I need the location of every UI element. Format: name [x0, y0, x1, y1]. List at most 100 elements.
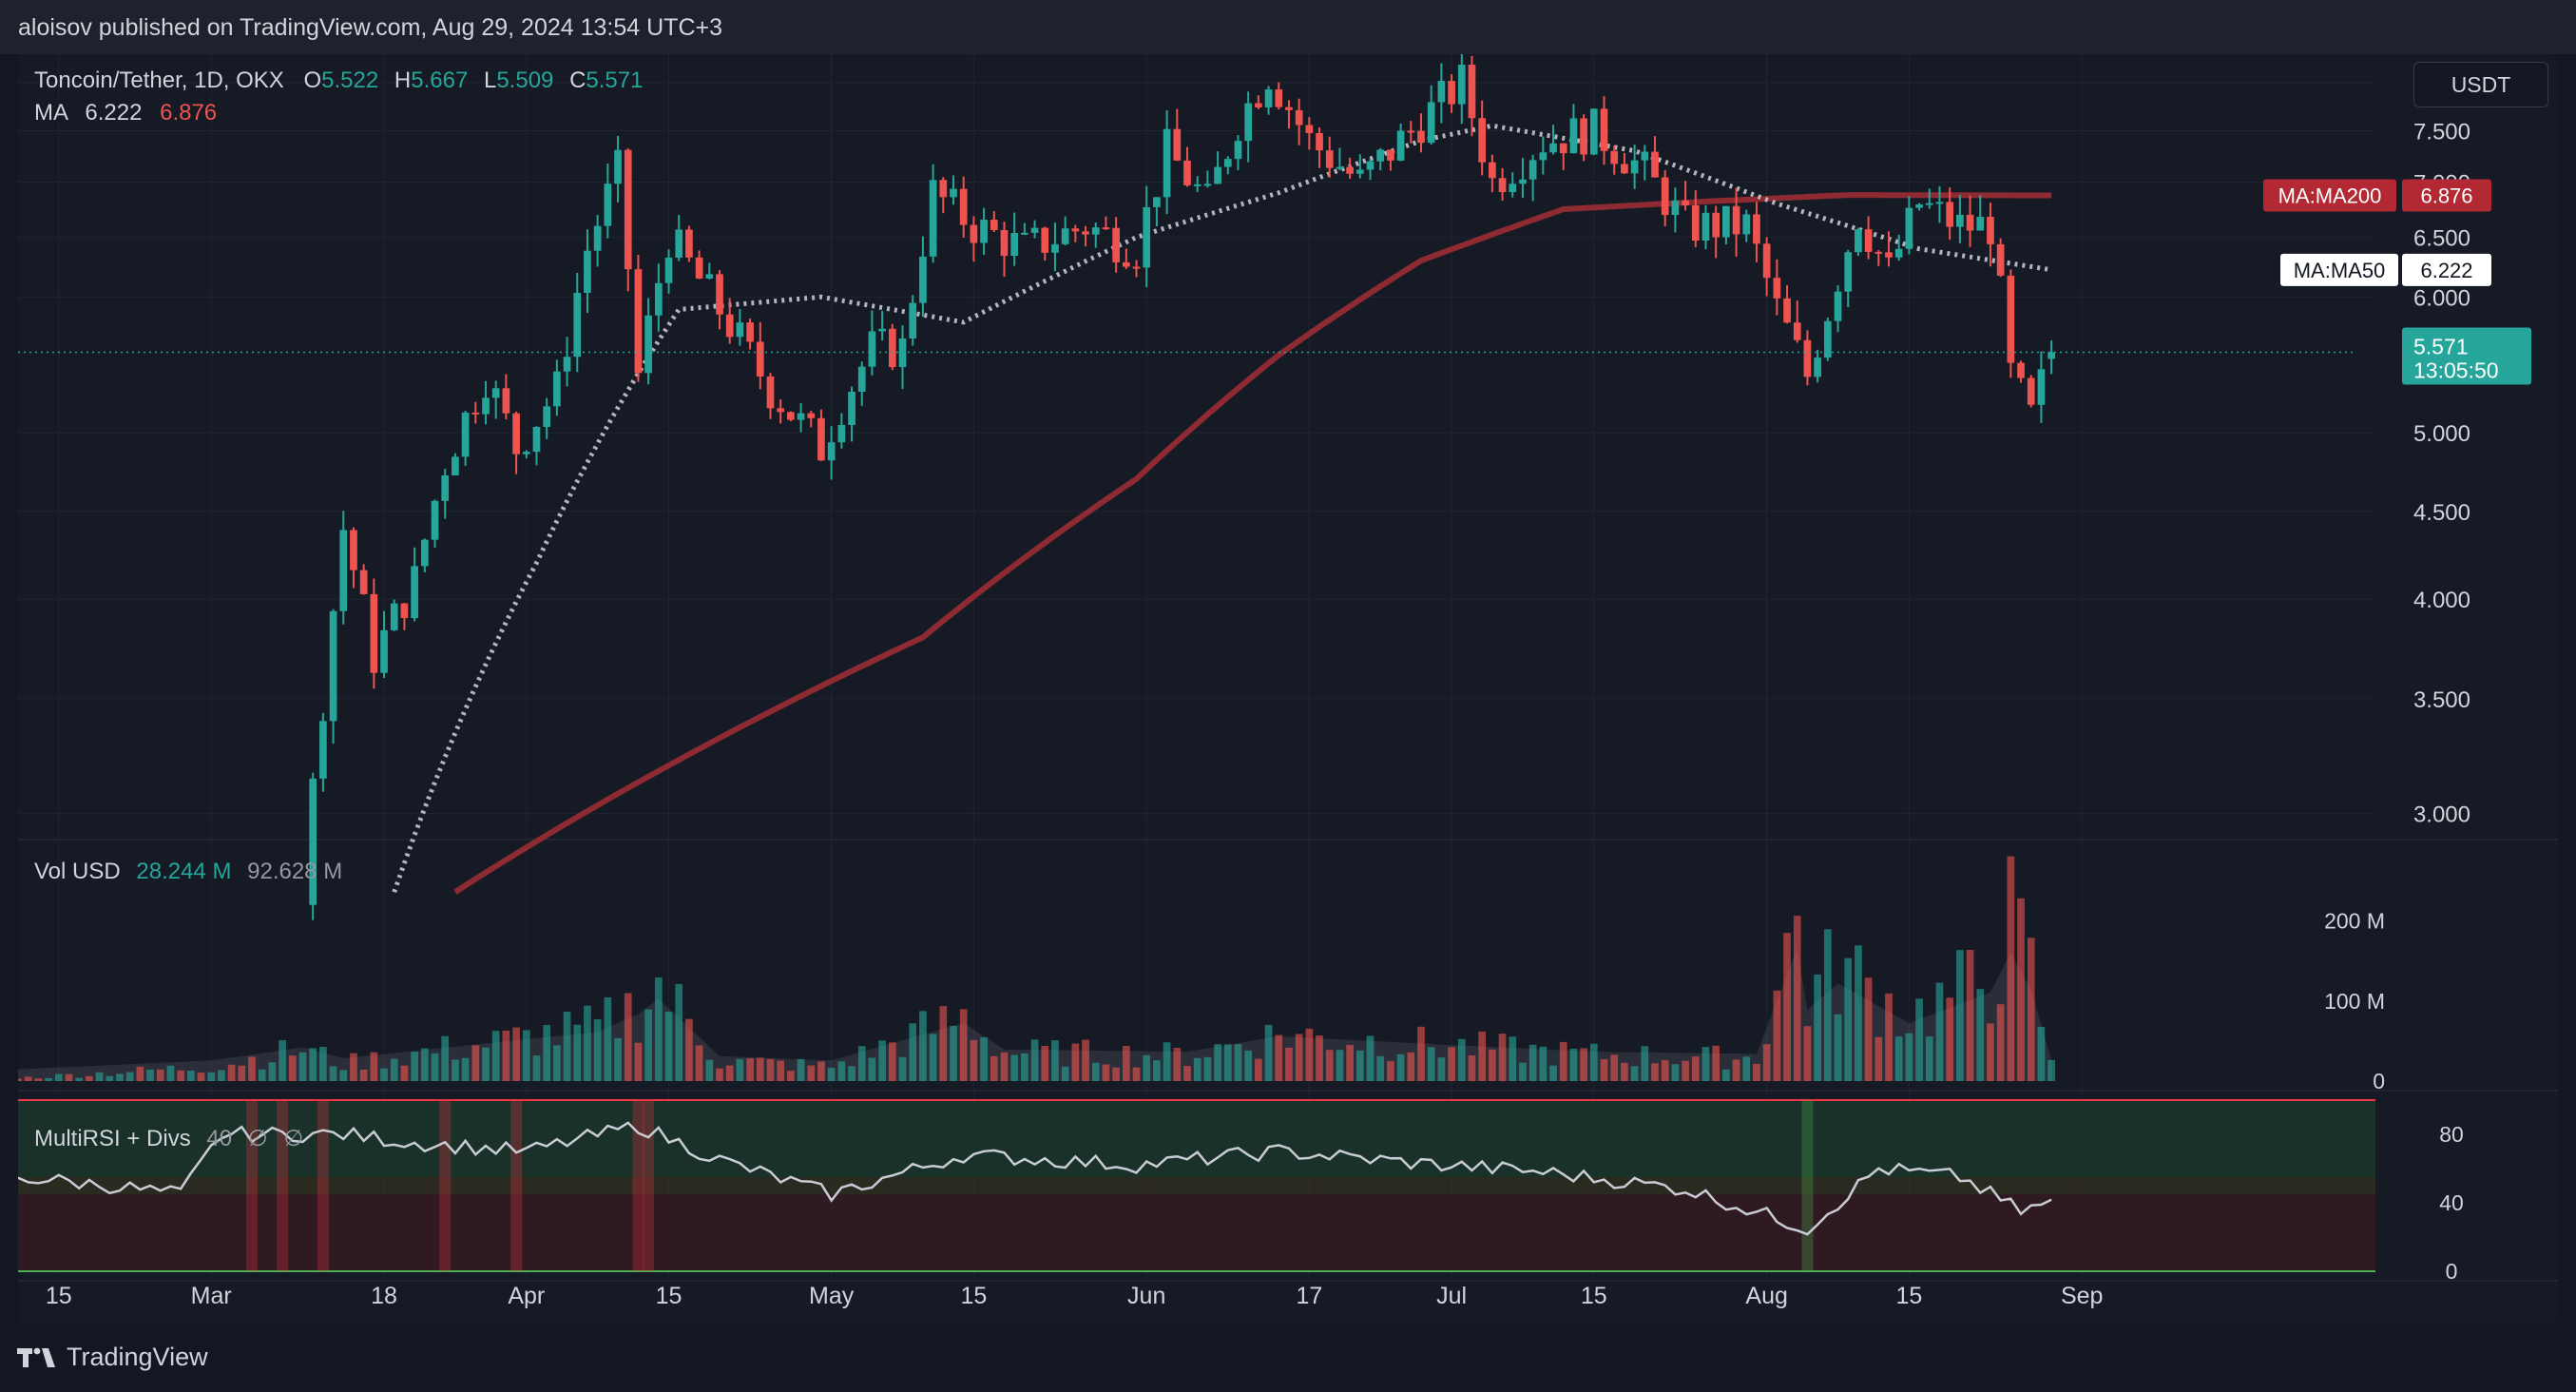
volume-bar — [227, 1064, 236, 1081]
candle-body — [1041, 227, 1049, 253]
volume-bar — [1621, 1062, 1628, 1081]
brand-name: TradingView — [67, 1343, 208, 1371]
close-label: C — [569, 68, 586, 93]
volume-bar — [593, 1019, 602, 1081]
ma200-value: 6.876 — [160, 100, 218, 126]
price-tick-label: 5.000 — [2413, 421, 2470, 447]
tradingview-logo[interactable]: TradingView — [17, 1343, 208, 1372]
candle-body — [1366, 161, 1375, 170]
volume-bar — [1691, 1056, 1700, 1081]
candle-body — [1407, 130, 1415, 133]
candle-body — [1996, 243, 2005, 276]
candle-body — [1163, 128, 1171, 198]
time-tick-label: Aug — [1745, 1283, 1787, 1309]
volume-bar — [939, 1006, 948, 1081]
price-chart[interactable]: 8.0007.5007.0006.5006.0005.0004.5004.000… — [18, 54, 2558, 1324]
volume-bar — [116, 1073, 124, 1081]
volume-bar — [2037, 1026, 2046, 1081]
low-label: L — [483, 68, 497, 93]
candle-body — [1844, 252, 1853, 292]
volume-bar — [1722, 1069, 1730, 1081]
time-tick-label: 15 — [1895, 1283, 1922, 1309]
volume-bar — [563, 1012, 571, 1081]
volume-bar — [1996, 1004, 2005, 1081]
candle-body — [1823, 320, 1832, 358]
volume-bar — [614, 1037, 622, 1081]
candle-body — [512, 413, 520, 454]
candle-body — [309, 778, 317, 905]
volume-bar — [512, 1027, 520, 1081]
volume-bar — [1396, 1054, 1405, 1081]
currency-button[interactable]: USDT — [2413, 62, 2548, 107]
volume-bar — [1021, 1053, 1028, 1081]
volume-bar — [675, 983, 683, 1081]
price-tick-label: 6.500 — [2413, 226, 2470, 252]
ma200-axis-tag — [2263, 179, 2396, 212]
candle-body — [1925, 203, 1933, 205]
candle-body — [614, 149, 622, 184]
candle-body — [1864, 229, 1873, 252]
candle-body — [1427, 102, 1435, 144]
volume-bar — [1234, 1044, 1242, 1081]
volume-bar — [1661, 1059, 1669, 1081]
bar-countdown: 13:05:50 — [2413, 358, 2499, 382]
candle-body — [1457, 64, 1466, 105]
ma200-axis-tag-label: MA:MA200 — [2278, 184, 2382, 208]
candle-body — [380, 629, 388, 673]
volume-bar — [18, 1078, 22, 1081]
volume-bar — [1071, 1043, 1080, 1081]
time-tick-label: 15 — [960, 1283, 987, 1309]
ma-label: MA — [34, 100, 67, 126]
candle-body — [1773, 278, 1781, 299]
volume-bar — [848, 1066, 855, 1081]
volume-bar — [1275, 1034, 1283, 1081]
volume-bar — [1000, 1052, 1009, 1081]
chart-container[interactable]: 8.0007.5007.0006.5006.0005.0004.5004.000… — [18, 54, 2558, 1324]
candle-body — [695, 257, 703, 279]
volume-bar — [1387, 1061, 1394, 1081]
volume-bar — [1874, 1036, 1883, 1081]
price-tick-label: 6.000 — [2413, 285, 2470, 311]
volume-bar — [491, 1031, 500, 1081]
candle-body — [2037, 369, 2046, 405]
volume-bar — [1183, 1066, 1191, 1081]
volume-bar — [34, 1078, 43, 1081]
candle-body — [339, 530, 348, 611]
volume-bar — [1376, 1055, 1385, 1081]
volume-bar — [1427, 1047, 1435, 1081]
volume-bar — [380, 1068, 388, 1081]
rsi-divergence-marker — [632, 1100, 644, 1271]
rsi-lower-band — [18, 1194, 2375, 1271]
candle-body — [1376, 149, 1385, 162]
volume-bar — [1153, 1060, 1161, 1081]
candle-body — [817, 417, 825, 461]
volume-bar — [1925, 1036, 1933, 1081]
volume-bar — [350, 1053, 357, 1081]
volume-bar — [359, 1069, 368, 1081]
volume-bar — [1844, 957, 1853, 1081]
candle-body — [1173, 128, 1182, 161]
last-price-tag — [2402, 327, 2531, 385]
volume-bar — [1214, 1044, 1221, 1081]
candle-body — [1122, 261, 1130, 267]
volume-bar — [857, 1046, 866, 1081]
rsi-mid-band — [18, 1177, 2375, 1194]
volume-bar — [1223, 1044, 1232, 1081]
volume-bar — [1082, 1039, 1089, 1081]
volume-bar — [136, 1066, 144, 1081]
volume-bar — [441, 1035, 450, 1081]
volume-bar — [624, 993, 632, 1081]
volume-bar — [1569, 1048, 1578, 1081]
volume-bar — [95, 1072, 104, 1081]
time-tick-label: May — [809, 1283, 855, 1309]
rsi-divergence-marker — [510, 1100, 523, 1271]
candle-body — [797, 413, 805, 420]
candle-body — [1132, 266, 1141, 269]
candle-body — [1071, 228, 1080, 232]
volume-bar — [1193, 1057, 1201, 1081]
volume-bar — [1834, 1014, 1842, 1081]
price-tick-label: 3.500 — [2413, 687, 2470, 713]
candle-body — [959, 188, 968, 225]
volume-bar — [777, 1060, 785, 1081]
volume-bar — [1203, 1056, 1212, 1081]
